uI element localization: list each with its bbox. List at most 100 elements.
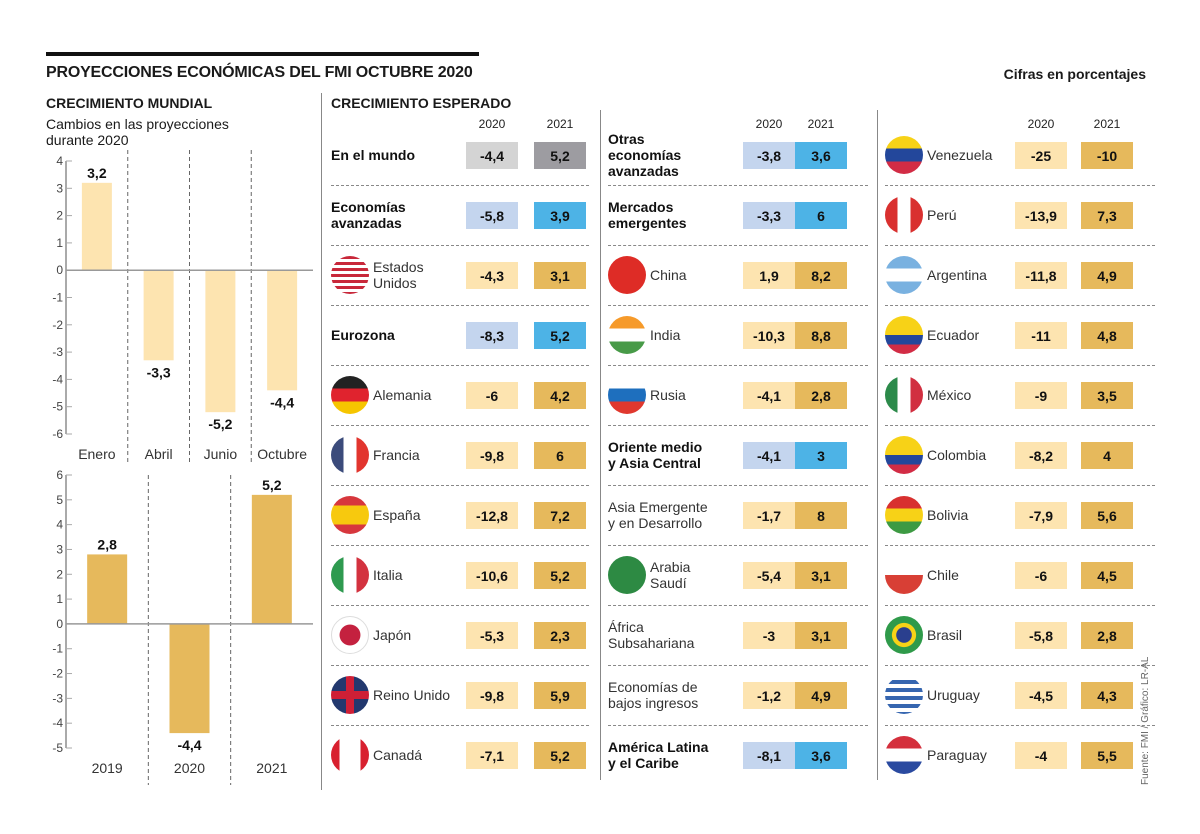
table-row: Brasil -5,8 2,8: [885, 605, 1155, 665]
row-label: Bolivia: [927, 507, 968, 523]
row-label-line: Canadá: [373, 747, 423, 763]
value-2021: 4,3: [1081, 682, 1133, 709]
row-label-line: China: [650, 267, 687, 283]
peru-flag-icon: [885, 196, 923, 234]
bar-value-label: 3,2: [87, 165, 107, 181]
bar: [267, 270, 298, 391]
year-header-2020: 2020: [1027, 117, 1055, 131]
value-2021: 3,1: [534, 262, 586, 289]
japan-flag-icon: [331, 616, 369, 654]
value-2020: -4: [1015, 742, 1067, 769]
y-tick-label: 3: [56, 542, 63, 556]
value-2021: 4: [1081, 442, 1133, 469]
value-2020: -10,3: [743, 322, 795, 349]
row-label-line: Oriente medio: [608, 439, 703, 455]
value-2021: 5,2: [534, 142, 586, 169]
germany-flag-icon: [331, 376, 369, 414]
bar: [205, 270, 236, 413]
bar: [81, 182, 112, 271]
value-2021: 8,2: [795, 262, 847, 289]
value-2021: 3,5: [1081, 382, 1133, 409]
row-separator: [885, 665, 1155, 666]
chile-flag-icon: [885, 556, 923, 594]
y-tick-label: -3: [52, 691, 63, 705]
bar: [143, 270, 174, 361]
value-2020: -4,3: [466, 262, 518, 289]
expected-growth-title: CRECIMIENTO ESPERADO: [331, 95, 512, 111]
row-label-line: Paraguay: [927, 747, 987, 763]
title-rule: [46, 52, 479, 56]
china-flag-icon: [608, 256, 646, 294]
row-label: India: [650, 327, 680, 343]
bar: [251, 494, 292, 624]
value-2021: 4,9: [795, 682, 847, 709]
row-label-line: Perú: [927, 207, 957, 223]
table-row: Francia -9,8 6: [331, 425, 589, 485]
x-tick-label: 2019: [92, 760, 123, 776]
table-row: Italia -10,6 5,2: [331, 545, 589, 605]
row-label: Estados Unidos: [373, 259, 424, 291]
row-separator: [331, 425, 589, 426]
divider: [600, 110, 601, 780]
row-label: Brasil: [927, 627, 962, 643]
row-label-line: Saudí: [650, 575, 687, 591]
value-2021: 8,8: [795, 322, 847, 349]
page-title: PROYECCIONES ECONÓMICAS DEL FMI OCTUBRE …: [46, 64, 473, 81]
table-row: Otras economías avanzadas -3,8 3,6: [608, 125, 868, 185]
row-separator: [885, 185, 1155, 186]
row-label: Oriente medio y Asia Central: [608, 439, 702, 471]
table-row: Uruguay -4,5 4,3: [885, 665, 1155, 725]
value-2020: -3,3: [743, 202, 795, 229]
paraguay-flag-icon: [885, 736, 923, 774]
row-label-line: emergentes: [608, 215, 687, 231]
row-label: China: [650, 267, 687, 283]
x-tick-label: 2020: [174, 760, 205, 776]
y-tick-label: -2: [52, 667, 63, 681]
value-2020: -11,8: [1015, 262, 1067, 289]
brazil-flag-icon: [885, 616, 923, 654]
row-separator: [331, 305, 589, 306]
table-row: Mercados emergentes -3,3 6: [608, 185, 868, 245]
value-2020: -11: [1015, 322, 1067, 349]
value-2020: -4,4: [466, 142, 518, 169]
row-separator: [885, 365, 1155, 366]
y-tick-label: -4: [52, 372, 63, 386]
row-label: Argentina: [927, 267, 987, 283]
row-label: Paraguay: [927, 747, 987, 763]
y-tick-label: -5: [52, 400, 63, 414]
world-growth-subtitle: Cambios en las proyecciones durante 2020: [46, 116, 229, 148]
row-label: España: [373, 507, 420, 523]
bar-value-label: -4,4: [177, 737, 201, 753]
row-separator: [608, 305, 868, 306]
row-separator: [608, 185, 868, 186]
row-label-line: Uruguay: [927, 687, 980, 703]
value-2021: 4,8: [1081, 322, 1133, 349]
row-label-line: España: [373, 507, 421, 523]
value-2020: -9,8: [466, 682, 518, 709]
value-2020: -8,3: [466, 322, 518, 349]
y-tick-label: -4: [52, 716, 63, 730]
row-separator: [331, 185, 589, 186]
row-label: Japón: [373, 627, 411, 643]
value-2021: 5,9: [534, 682, 586, 709]
x-tick-label: Junio: [204, 446, 238, 462]
row-label-line: Otras: [608, 131, 645, 147]
y-tick-label: 1: [56, 236, 63, 250]
bar-value-label: 5,2: [262, 477, 282, 493]
value-2020: -8,1: [743, 742, 795, 769]
row-separator: [608, 605, 868, 606]
row-label: Colombia: [927, 447, 986, 463]
year-header-2020: 2020: [755, 117, 783, 131]
value-2020: -6: [466, 382, 518, 409]
row-separator: [331, 485, 589, 486]
y-tick-label: 0: [56, 263, 63, 277]
row-separator: [608, 545, 868, 546]
table-row: Colombia -8,2 4: [885, 425, 1155, 485]
row-separator: [885, 605, 1155, 606]
value-2021: 3,6: [795, 142, 847, 169]
row-label-line: Japón: [373, 627, 412, 643]
y-tick-label: 1: [56, 592, 63, 606]
y-tick-label: -2: [52, 318, 63, 332]
x-tick-label: Enero: [78, 446, 116, 462]
spain-flag-icon: [331, 496, 369, 534]
